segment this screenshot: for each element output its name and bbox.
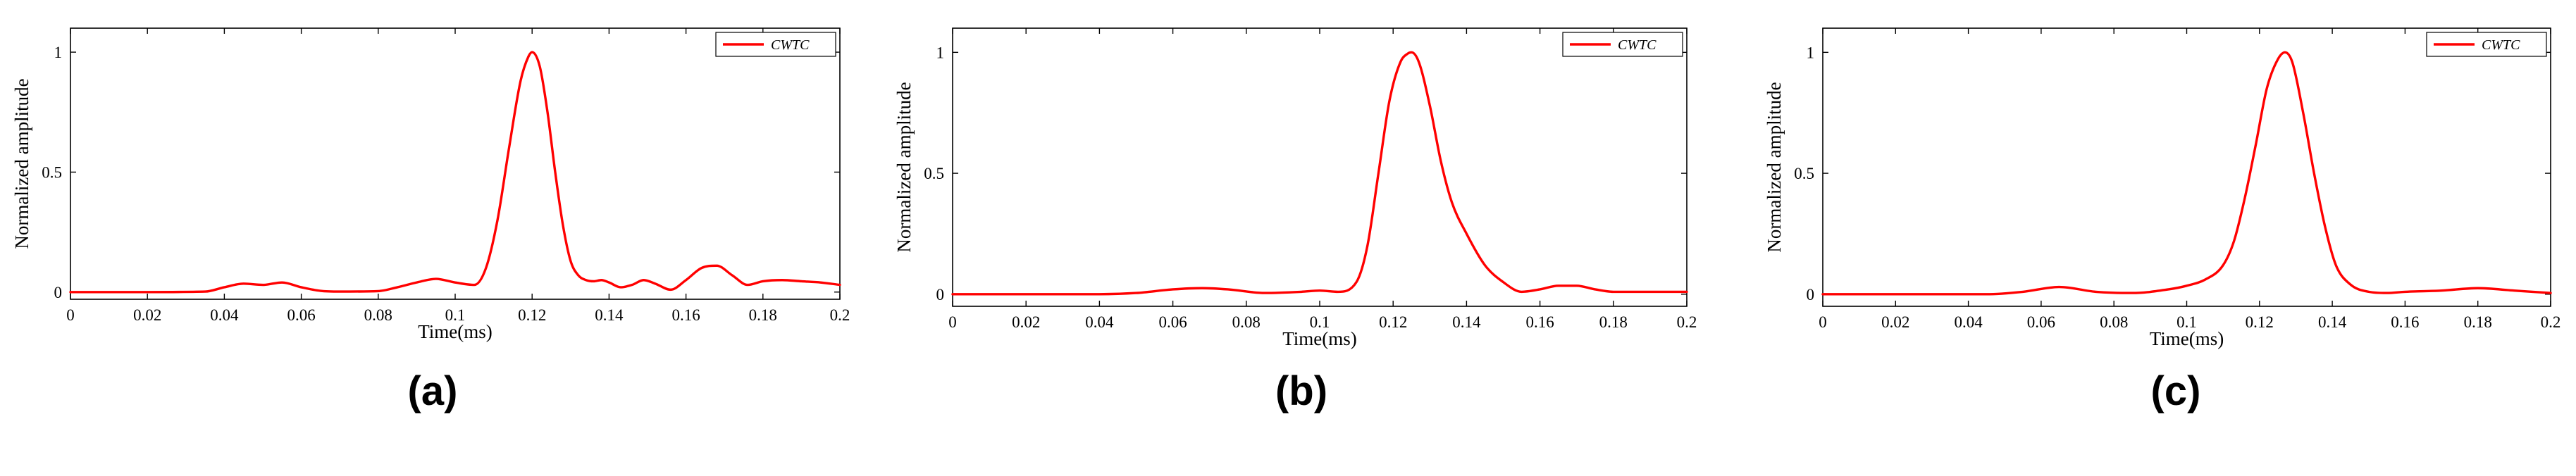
x-axis-title: Time(ms) (2150, 328, 2224, 349)
legend-label: CWTC (2482, 37, 2520, 53)
legend-label: CWTC (771, 37, 810, 53)
y-axis-title: Normalized amplitude (893, 82, 915, 252)
x-tick-label: 0.18 (1599, 313, 1628, 331)
panel-label: (c) (2151, 368, 2201, 414)
panel-label: (a) (408, 368, 458, 414)
x-tick-label: 0.12 (1379, 313, 1407, 331)
x-tick-label: 0.02 (133, 306, 161, 324)
x-tick-label: 0.08 (2100, 313, 2128, 331)
x-tick-label: 0.02 (1012, 313, 1040, 331)
x-axis-title: Time(ms) (1282, 328, 1357, 349)
x-axis-title: Time(ms) (418, 321, 493, 342)
chart-panel-c: 0 0.02 0.04 0.06 0.08 0.1 0.12 0.14 0.16 0.18 0.2 0… (1764, 27, 2561, 414)
x-tick-label: 0.12 (2246, 313, 2274, 331)
x-tick-label: 0.04 (210, 306, 239, 324)
y-tick-label: 0.5 (1794, 165, 1814, 182)
y-tick-label: 0.5 (42, 163, 62, 181)
y-tick-label: 0 (936, 286, 945, 303)
x-tick-label: 0.14 (1452, 313, 1481, 331)
x-tick-label: 0.2 (1677, 313, 1697, 331)
x-tick-label: 0.16 (1525, 313, 1554, 331)
x-tick-label: 0.1 (2176, 313, 2197, 331)
y-axis-title: Normalized amplitude (1764, 82, 1785, 252)
plot-area-frame (1822, 27, 2551, 307)
series-line-cwtc (1821, 51, 2552, 296)
series-line-cwtc (69, 51, 841, 294)
legend: CWTC (2426, 32, 2547, 57)
y-tick-label: 0.5 (924, 165, 944, 182)
y-tick-label: 0 (54, 284, 63, 301)
x-tick-label: 0.06 (2027, 313, 2055, 331)
y-axis-title: Normalized amplitude (11, 78, 32, 249)
x-tick-label: 0.04 (1085, 313, 1114, 331)
series-line-cwtc (951, 51, 1688, 296)
legend: CWTC (715, 32, 836, 57)
y-tick-label: 1 (936, 44, 945, 61)
x-tick-label: 0 (1819, 313, 1827, 331)
x-tick-label: 0 (66, 306, 75, 324)
x-tick-label: 0.1 (1310, 313, 1330, 331)
plot-area-frame (70, 27, 841, 300)
x-tick-label: 0.1 (445, 306, 466, 324)
y-tick-label: 1 (1807, 44, 1815, 61)
legend: CWTC (1562, 32, 1683, 57)
y-tick-label: 1 (54, 44, 63, 61)
chart-panel-a: 0 0.02 0.04 0.06 0.08 0.1 0.12 0.14 0.16 0.18 0.2 0… (11, 27, 850, 414)
y-tick-label: 0 (1807, 286, 1815, 303)
x-tick-label: 0.08 (364, 306, 392, 324)
x-tick-label: 0.16 (2391, 313, 2419, 331)
x-tick-label: 0.14 (595, 306, 624, 324)
x-tick-label: 0.12 (518, 306, 546, 324)
x-tick-label: 0.06 (287, 306, 315, 324)
x-tick-label: 0.2 (830, 306, 850, 324)
x-tick-label: 0.18 (2464, 313, 2492, 331)
x-tick-label: 0.02 (1881, 313, 1909, 331)
x-tick-label: 0.08 (1232, 313, 1261, 331)
panel-label: (b) (1275, 368, 1327, 414)
plot-area-frame (952, 27, 1688, 307)
chart-panel-b: 0 0.02 0.04 0.06 0.08 0.1 0.12 0.14 0.16 0.18 0.2 0… (893, 27, 1697, 414)
x-tick-label: 0.16 (671, 306, 700, 324)
x-tick-label: 0 (948, 313, 957, 331)
x-tick-label: 0.18 (749, 306, 777, 324)
x-tick-label: 0.14 (2318, 313, 2347, 331)
x-tick-label: 0.04 (1954, 313, 1983, 331)
x-tick-label: 0.06 (1158, 313, 1187, 331)
legend-label: CWTC (1618, 37, 1657, 53)
x-tick-label: 0.2 (2541, 313, 2561, 331)
